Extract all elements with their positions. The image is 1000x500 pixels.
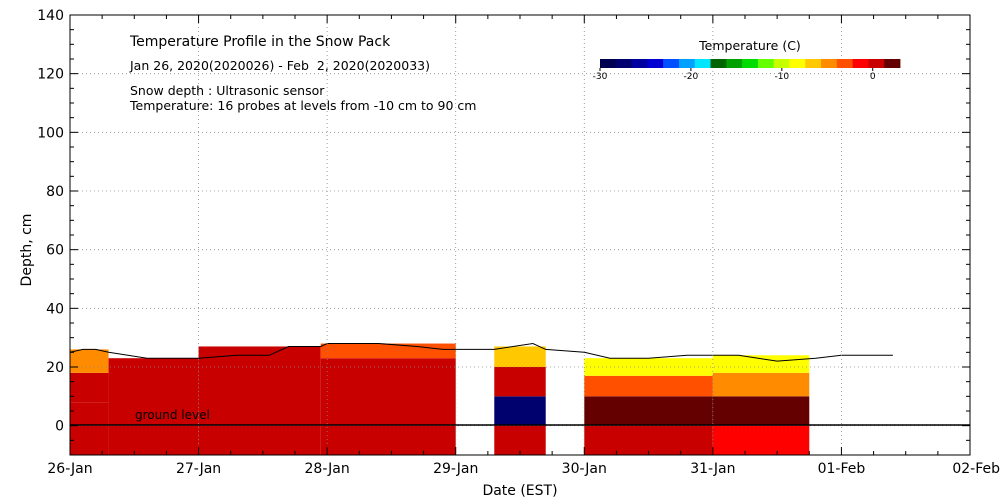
- y-tick-label: 120: [37, 67, 64, 83]
- x-tick-label: 27-Jan: [176, 461, 221, 477]
- y-tick-label: 0: [55, 419, 64, 435]
- y-tick-label: 100: [37, 125, 64, 141]
- heatmap-cell-6-0: [712, 425, 810, 455]
- colorbar-swatch: [868, 59, 885, 68]
- x-tick-label: 26-Jan: [47, 461, 92, 477]
- chart-subtitle: Jan 26, 2020(2020026) - Feb 2, 2020(2020…: [129, 58, 430, 73]
- x-axis: 26-Jan 27-Jan 28-Jan 29-Jan 30-Jan 31-Jan 01-F…: [47, 15, 1000, 477]
- ground-level-label: ground level: [135, 408, 210, 422]
- heatmap-cell-0-3: [70, 349, 109, 373]
- colorbar-swatch: [742, 59, 759, 68]
- colorbar-swatch: [836, 59, 854, 68]
- colorbar-swatch: [694, 59, 711, 68]
- heatmap-cell-5-1: [584, 396, 713, 426]
- temperature-heatmap: [70, 343, 810, 455]
- colorbar-swatch: [678, 59, 696, 68]
- colorbar-swatch: [631, 59, 648, 68]
- snow-depth-line: [69, 342, 893, 362]
- heatmap-cell-2-0: [198, 425, 321, 455]
- colorbar-swatch: [710, 59, 727, 68]
- y-axis: 0 20 40 60 80 100 120 140: [37, 8, 970, 456]
- y-axis-title: Depth, cm: [19, 214, 35, 287]
- colorbar-tick-label: -10: [774, 72, 789, 82]
- x-axis-title: Date (EST): [482, 483, 557, 499]
- x-tick-label: 01-Feb: [818, 461, 866, 477]
- y-tick-label: 20: [46, 360, 64, 376]
- colorbar: -30 -20 -10 0: [593, 59, 901, 82]
- heatmap-cell-2-1: [198, 346, 321, 426]
- heatmap-cell-5-0: [584, 425, 713, 455]
- chart-title: Temperature Profile in the Snow Pack: [129, 34, 391, 50]
- x-tick-label: 29-Jan: [433, 461, 478, 477]
- colorbar-tick-label: -20: [684, 72, 699, 82]
- colorbar-tick-label: 0: [870, 72, 876, 82]
- heatmap-cell-6-1: [712, 396, 810, 426]
- heatmap-cell-3-2: [320, 343, 456, 359]
- heatmap-cell-3-1: [320, 358, 456, 426]
- annotation-temperature: Temperature: 16 probes at levels from -1…: [129, 98, 476, 113]
- heatmap-cell-6-2: [712, 372, 810, 397]
- heatmap-cell-0-1: [70, 402, 109, 426]
- colorbar-swatch: [726, 59, 743, 68]
- heatmap-cell-5-3: [584, 358, 713, 376]
- heatmap-cell-6-3: [712, 355, 810, 373]
- grid-lines: [70, 15, 970, 455]
- heatmap-cell-4-1: [494, 396, 546, 426]
- heatmap-cell-4-3: [494, 346, 546, 367]
- x-tick-label: 30-Jan: [562, 461, 607, 477]
- colorbar-swatch: [757, 59, 775, 68]
- y-tick-label: 140: [37, 8, 64, 24]
- colorbar-swatch: [884, 59, 901, 68]
- heatmap-cell-1-0: [108, 425, 199, 455]
- y-tick-label: 60: [46, 243, 64, 259]
- heatmap-cell-5-2: [584, 375, 713, 397]
- colorbar-swatch: [663, 59, 680, 68]
- heatmap-cell-1-1: [108, 358, 199, 426]
- heatmap-cell-0-0: [70, 425, 109, 455]
- x-tick-label: 31-Jan: [690, 461, 735, 477]
- colorbar-swatch: [615, 59, 632, 68]
- colorbar-tick-label: -30: [593, 72, 608, 82]
- y-tick-label: 40: [46, 301, 64, 317]
- colorbar-swatch: [773, 59, 790, 68]
- colorbar-swatch: [852, 59, 869, 68]
- heatmap-cell-0-2: [70, 372, 109, 403]
- colorbar-title: Temperature (C): [698, 38, 801, 53]
- x-tick-label: 28-Jan: [305, 461, 350, 477]
- x-tick-label: 02-Feb: [952, 461, 1000, 477]
- heatmap-cell-3-0: [320, 425, 456, 455]
- heatmap-cell-4-0: [494, 425, 546, 455]
- colorbar-swatch: [789, 59, 806, 68]
- colorbar-swatch: [821, 59, 838, 68]
- colorbar-swatch: [805, 59, 822, 68]
- annotation-snow-depth: Snow depth : Ultrasonic sensor: [130, 83, 325, 98]
- y-tick-label: 80: [46, 184, 64, 200]
- colorbar-swatch: [600, 59, 617, 68]
- heatmap-cell-4-2: [494, 367, 546, 397]
- colorbar-swatch: [647, 59, 664, 68]
